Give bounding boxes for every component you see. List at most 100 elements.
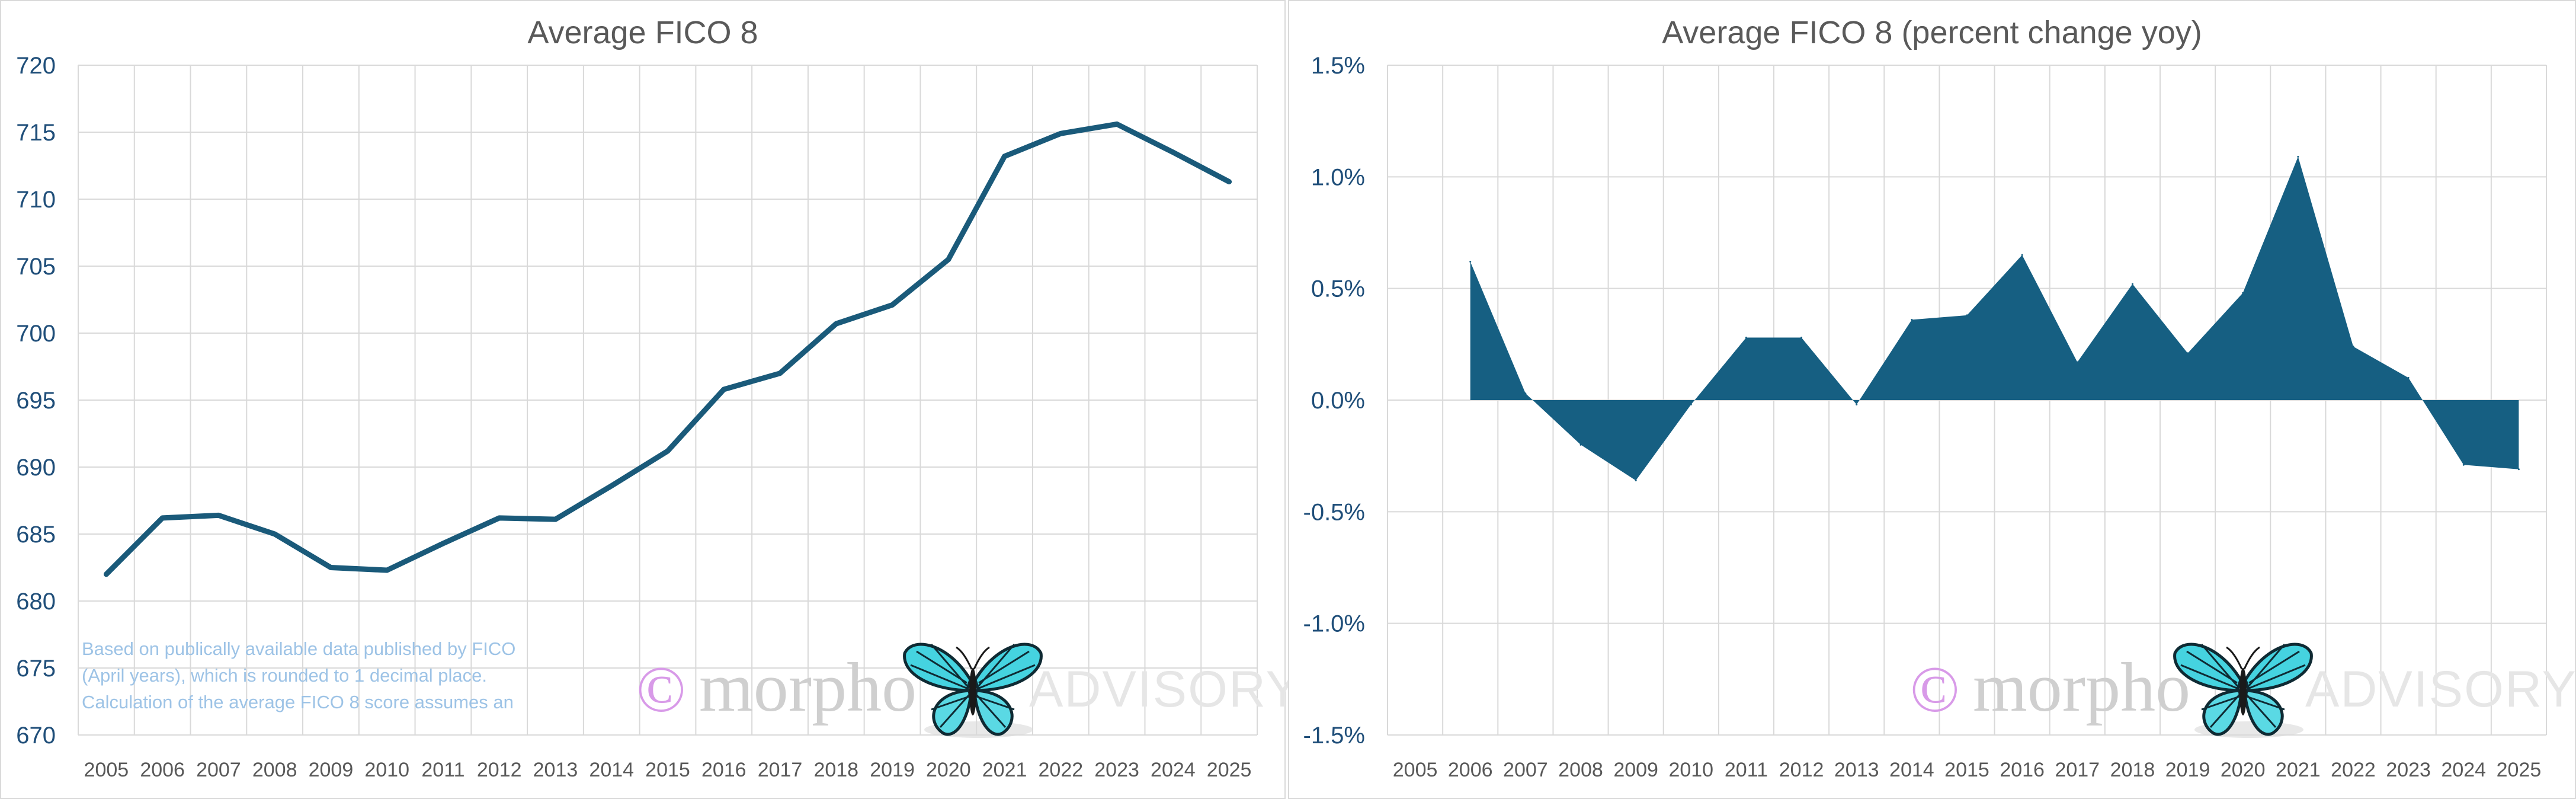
- copyright-symbol: ©: [1910, 653, 1960, 726]
- y-tick-label: 675: [16, 656, 56, 682]
- y-tick-label: 715: [16, 120, 56, 146]
- data-point: [2407, 376, 2410, 379]
- data-point: [1690, 404, 1692, 406]
- x-tick-label: 2019: [870, 759, 915, 781]
- y-tick-label: 695: [16, 388, 56, 414]
- data-point: [161, 517, 164, 519]
- x-tick-label: 2024: [1151, 759, 1196, 781]
- x-tick-label: 2025: [2497, 759, 2542, 781]
- x-tick-label: 2016: [2000, 759, 2045, 781]
- x-tick-label: 2012: [477, 759, 522, 781]
- copyright-symbol: ©: [636, 653, 686, 726]
- x-tick-label: 2014: [589, 759, 634, 781]
- y-tick-label: 710: [16, 187, 56, 213]
- data-point: [2242, 292, 2244, 294]
- data-point: [1524, 392, 1527, 395]
- source-note-line: (April years), which is rounded to 1 dec…: [82, 665, 488, 686]
- data-point: [1966, 314, 1968, 317]
- x-tick-label: 2017: [2055, 759, 2100, 781]
- x-tick-label: 2021: [2276, 759, 2321, 781]
- x-tick-label: 2010: [364, 759, 409, 781]
- data-point: [1911, 318, 1913, 321]
- data-point: [2352, 346, 2354, 348]
- y-tick-label: -1.5%: [1303, 723, 1366, 749]
- y-tick-label: 0.0%: [1311, 388, 1365, 414]
- y-tick-label: 720: [16, 53, 56, 79]
- x-tick-label: 2018: [813, 759, 858, 781]
- butterfly-icon: [2173, 643, 2313, 738]
- area-chart: 1.5% 1.0% 0.5% 0.0% -0.5% -1.0% -1.5% 2005 2006 2…: [1303, 53, 2547, 781]
- line-chart-panel: Average FICO 8 720 715 710 705 700 695 690 685 6…: [0, 0, 1300, 799]
- data-point: [2076, 361, 2078, 363]
- x-tick-label: 2020: [926, 759, 971, 781]
- x-tick-label: 2017: [758, 759, 803, 781]
- x-tick-label: 2015: [1944, 759, 1989, 781]
- watermark-text: morpho: [1973, 648, 2191, 726]
- x-tick-label: 2023: [1094, 759, 1139, 781]
- y-tick-label: -1.0%: [1303, 611, 1366, 637]
- data-point: [723, 388, 725, 391]
- data-point: [1635, 480, 1637, 482]
- x-tick-label: 2013: [1834, 759, 1879, 781]
- x-tick-label: 2005: [1393, 759, 1438, 781]
- data-point: [947, 258, 950, 261]
- x-tick-label: 2022: [1039, 759, 1084, 781]
- y-tick-label: 1.5%: [1311, 53, 1365, 79]
- y-tick-label: 685: [16, 522, 56, 548]
- x-tick-label: 2025: [1207, 759, 1252, 781]
- y-tick-label: 700: [16, 321, 56, 347]
- data-point: [1228, 181, 1231, 183]
- x-tick-label: 2008: [252, 759, 297, 781]
- data-point: [386, 569, 388, 571]
- x-tick-label: 2009: [1613, 759, 1658, 781]
- data-point: [329, 567, 332, 568]
- x-tick-label: 2023: [2386, 759, 2431, 781]
- data-point: [1745, 337, 1747, 339]
- x-tick-label: 2006: [1448, 759, 1493, 781]
- data-point: [1059, 132, 1062, 135]
- x-tick-label: 2022: [2331, 759, 2376, 781]
- chart-title: Average FICO 8: [527, 15, 758, 50]
- data-point: [1579, 443, 1582, 446]
- x-tick-label: 2008: [1558, 759, 1603, 781]
- x-tick-label: 2012: [1779, 759, 1824, 781]
- data-point: [2021, 254, 2023, 256]
- data-point: [1004, 155, 1006, 158]
- x-tick-label: 2007: [1503, 759, 1548, 781]
- data-point: [105, 573, 107, 576]
- data-point: [1469, 260, 1472, 263]
- data-point: [2131, 283, 2133, 285]
- x-tick-label: 2010: [1668, 759, 1713, 781]
- data-point: [274, 533, 276, 535]
- y-tick-label: 680: [16, 589, 56, 615]
- y-tick-label: 705: [16, 254, 56, 280]
- x-tick-label: 2015: [645, 759, 690, 781]
- data-point: [442, 542, 444, 545]
- x-tick-label: 2019: [2165, 759, 2210, 781]
- x-tick-label: 2020: [2221, 759, 2266, 781]
- y-tick-label: 670: [16, 723, 56, 749]
- data-point: [1172, 151, 1174, 154]
- data-point: [835, 322, 837, 325]
- x-tick-label: 2021: [982, 759, 1027, 781]
- data-point: [667, 450, 669, 452]
- series-area: [1470, 156, 2519, 481]
- x-tick-label: 2024: [2441, 759, 2486, 781]
- x-tick-label: 2005: [84, 759, 129, 781]
- y-tick-label: 0.5%: [1311, 276, 1365, 302]
- data-point: [2462, 464, 2465, 466]
- x-tick-label: 2013: [533, 759, 578, 781]
- area-chart-panel: Average FICO 8 (percent change yoy) 1.5%…: [1288, 0, 2576, 799]
- data-point: [217, 514, 220, 516]
- y-tick-label: 1.0%: [1311, 164, 1365, 190]
- x-tick-label: 2009: [309, 759, 354, 781]
- x-tick-label: 2006: [140, 759, 185, 781]
- watermark-suffix: ADVISORY: [2305, 661, 2576, 718]
- x-tick-label: 2018: [2110, 759, 2155, 781]
- data-point: [610, 485, 613, 487]
- series-line: [103, 121, 1232, 577]
- x-tick-label: 2014: [1889, 759, 1934, 781]
- data-point: [2297, 155, 2299, 158]
- source-note-line: Calculation of the average FICO 8 score …: [82, 692, 514, 712]
- x-tick-label: 2011: [1725, 759, 1768, 781]
